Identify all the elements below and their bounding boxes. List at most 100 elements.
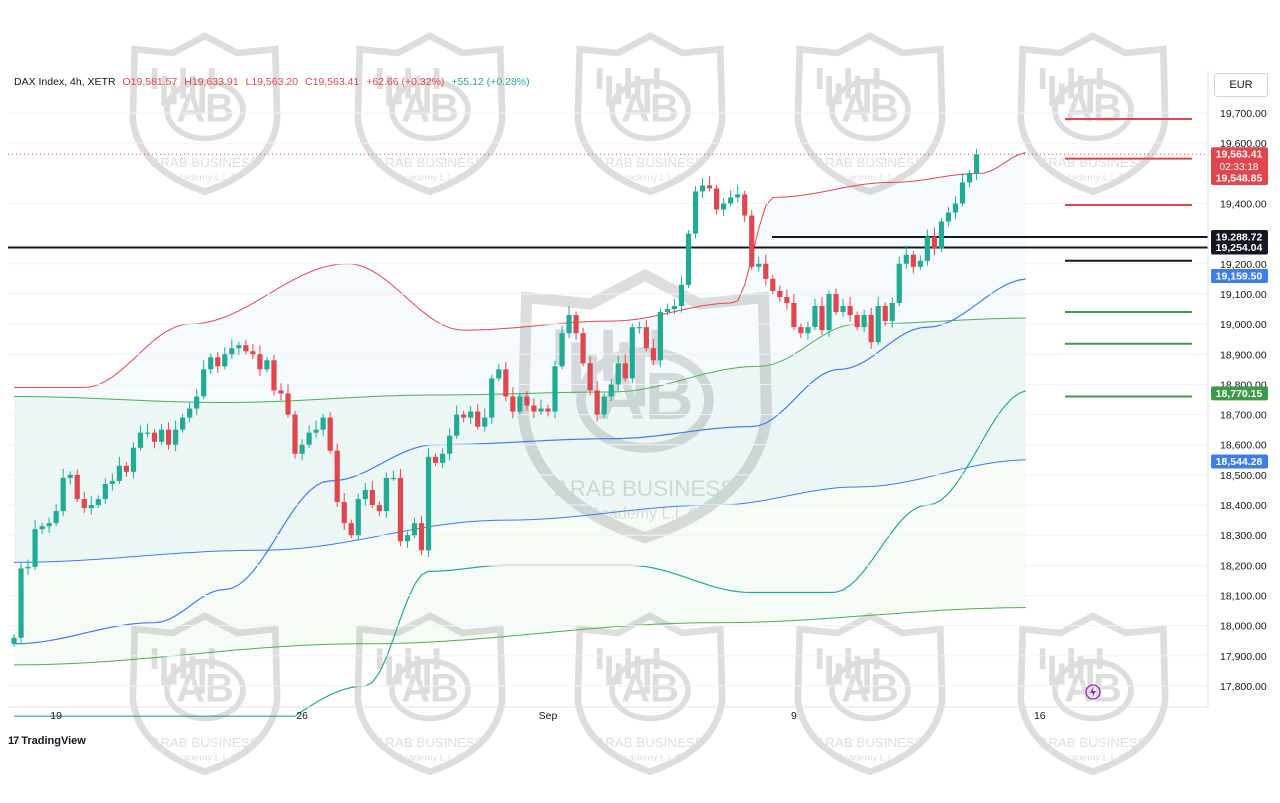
price-axis[interactable]: 19,700.00 19,600.00 19,400.00 19,200.00 19,1… xyxy=(1220,108,1267,693)
candle xyxy=(447,428,453,461)
candle xyxy=(629,323,635,384)
candle xyxy=(369,480,375,509)
candle xyxy=(25,559,31,576)
candle xyxy=(517,392,523,415)
y-tick-label: 19,600.00 xyxy=(1220,138,1267,150)
svg-text:Academy L.L.C: Academy L.L.C xyxy=(838,172,903,183)
y-tick-label: 18,000.00 xyxy=(1220,621,1267,633)
price-tag: 19,159.50 xyxy=(1211,269,1268,284)
candle xyxy=(763,254,769,286)
candle xyxy=(201,360,207,400)
svg-text:19,159.50: 19,159.50 xyxy=(1216,271,1263,283)
candle xyxy=(208,353,214,375)
svg-text:AB: AB xyxy=(621,666,679,710)
candle xyxy=(271,354,277,396)
y-tick-label: 19,700.00 xyxy=(1220,108,1267,120)
candle xyxy=(327,412,333,454)
candle xyxy=(489,374,495,425)
candle xyxy=(833,288,839,316)
candle xyxy=(404,531,411,548)
y-tick-label: 19,000.00 xyxy=(1220,319,1267,331)
candle xyxy=(461,410,467,423)
candle xyxy=(735,185,741,203)
symbol-label[interactable]: DAX Index, 4h, XETR xyxy=(14,76,116,88)
y-tick-label: 19,200.00 xyxy=(1220,259,1267,271)
ma-line xyxy=(13,278,1026,645)
band-fill xyxy=(14,318,1026,665)
candle xyxy=(74,469,80,503)
svg-text:02:33:18: 02:33:18 xyxy=(1220,162,1259,173)
svg-text:ARAB BUSINESS: ARAB BUSINESS xyxy=(1039,155,1146,170)
candle xyxy=(636,321,642,334)
watermark-shield: AB ARAB BUSINESS Academy L.L.C xyxy=(574,32,726,196)
candle xyxy=(158,424,165,445)
svg-text:AB: AB xyxy=(401,86,459,130)
svg-text:19,563.41: 19,563.41 xyxy=(1216,149,1263,161)
indicator-bands xyxy=(13,152,1026,717)
candle xyxy=(53,503,59,527)
watermark-shield: AB ARAB BUSINESS Academy L.L.C xyxy=(574,612,726,776)
candle xyxy=(798,323,804,338)
svg-text:19,548.85: 19,548.85 xyxy=(1216,173,1263,185)
candle xyxy=(243,339,249,355)
candle xyxy=(172,420,179,452)
candle xyxy=(812,298,818,331)
open-value: O19,581.57 xyxy=(122,76,178,88)
candle xyxy=(671,298,678,314)
candle xyxy=(559,325,565,370)
candle xyxy=(236,341,242,355)
x-tick-label: 26 xyxy=(296,710,308,722)
candle xyxy=(685,230,692,288)
candle xyxy=(11,634,17,647)
y-tick-label: 18,700.00 xyxy=(1220,410,1267,422)
candle xyxy=(917,255,923,270)
svg-text:18,770.15: 18,770.15 xyxy=(1216,388,1263,400)
candle xyxy=(601,392,607,418)
candle xyxy=(264,356,270,373)
candle xyxy=(348,519,354,539)
candle xyxy=(657,308,663,367)
candle xyxy=(362,482,368,506)
replay-icon[interactable] xyxy=(1085,684,1101,700)
svg-text:ARAB BUSINESS: ARAB BUSINESS xyxy=(596,155,703,170)
candle xyxy=(397,468,404,547)
candle xyxy=(945,207,952,227)
candle xyxy=(257,345,263,376)
price-tag: 19,254.04 xyxy=(1211,240,1268,255)
y-tick-label: 18,500.00 xyxy=(1220,470,1267,482)
watermark-shield: AB ARAB BUSINESS Academy L.L.C xyxy=(129,32,281,196)
currency-button[interactable]: EUR xyxy=(1214,73,1268,97)
high-value: H19,633.91 xyxy=(184,76,239,88)
watermark-shield: AB ARAB BUSINESS Academy L.L.C xyxy=(354,612,506,776)
candle xyxy=(552,360,558,419)
y-tick-label: 17,900.00 xyxy=(1220,651,1267,663)
candles xyxy=(11,148,980,647)
candle xyxy=(875,296,881,346)
candle xyxy=(376,501,382,516)
watermark-shield: AB ARAB BUSINESS Academy L.L.C xyxy=(794,32,946,196)
level-lines xyxy=(8,118,1208,398)
candle xyxy=(130,442,137,479)
candle xyxy=(924,229,930,266)
watermark-layer: AB ARAB BUSINESS Academy L.L.C AB ARAB BUSIN… xyxy=(129,32,1169,776)
candle xyxy=(32,520,38,570)
watermark-shield: AB ARAB BUSINESS Academy L.L.C xyxy=(129,612,281,776)
candle xyxy=(545,404,551,417)
time-axis[interactable]: 1926Sep9162326Oct71421 xyxy=(50,710,1280,722)
svg-text:AB: AB xyxy=(1064,86,1122,130)
candle xyxy=(819,296,825,335)
y-tick-label: 18,100.00 xyxy=(1220,591,1267,603)
price-tag: 18,770.15 xyxy=(1211,386,1268,401)
close-value: C19,563.41 xyxy=(304,76,360,88)
candle xyxy=(903,245,909,269)
candle xyxy=(187,403,193,423)
tradingview-logo[interactable]: 17 TradingView xyxy=(8,735,86,747)
candle xyxy=(503,362,509,402)
watermark-shield: AB ARAB BUSINESS Academy L.L.C xyxy=(794,612,946,776)
svg-text:AB: AB xyxy=(176,86,234,130)
candle xyxy=(840,298,846,317)
candle xyxy=(482,408,488,432)
candle xyxy=(299,439,305,461)
candle xyxy=(439,448,446,468)
